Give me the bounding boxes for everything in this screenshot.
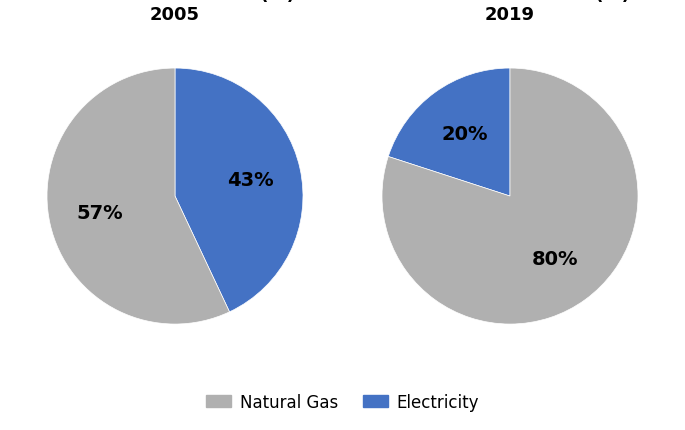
Text: 43%: 43% xyxy=(227,170,273,189)
Title: ENERGY EMISSIONS (%)
2005: ENERGY EMISSIONS (%) 2005 xyxy=(55,0,295,25)
Title: ENERGY EMISSIONS (%)
2019: ENERGY EMISSIONS (%) 2019 xyxy=(390,0,630,25)
Text: 57%: 57% xyxy=(77,204,123,223)
Text: 20%: 20% xyxy=(442,125,488,144)
Wedge shape xyxy=(47,69,229,324)
Wedge shape xyxy=(175,69,303,312)
Legend: Natural Gas, Electricity: Natural Gas, Electricity xyxy=(199,386,486,418)
Wedge shape xyxy=(388,69,510,197)
Wedge shape xyxy=(382,69,638,324)
Text: 80%: 80% xyxy=(532,249,578,268)
